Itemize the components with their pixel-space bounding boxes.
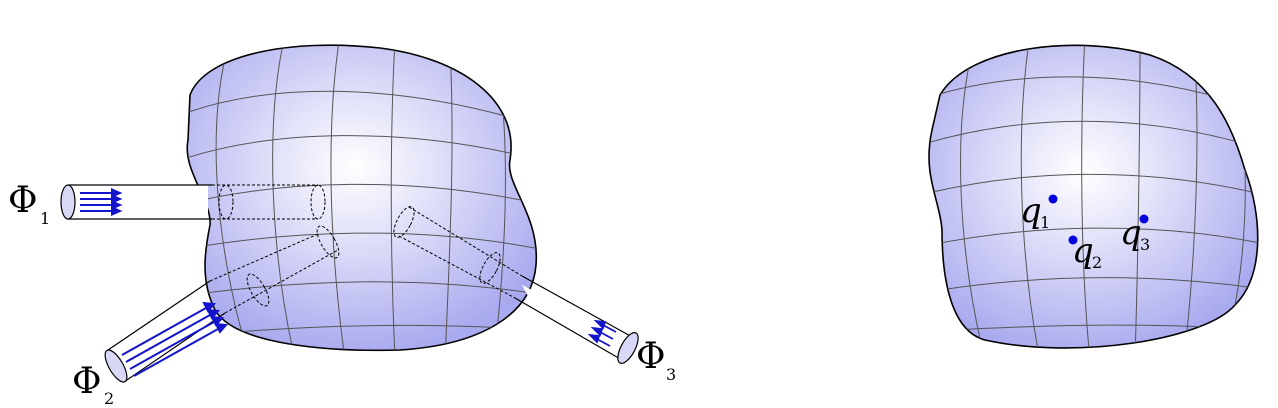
charge-dot-1 <box>1048 194 1058 204</box>
flux-label-1-subscript: 1 <box>40 209 50 228</box>
flux-label-2-symbol: Φ <box>72 361 102 402</box>
right-surface-group <box>928 44 1259 349</box>
charge-q2: q 2 <box>1068 231 1102 272</box>
surface-grid-right <box>928 45 1258 348</box>
charge-q3-symbol: q <box>1120 213 1142 253</box>
charge-q1: q 1 <box>1020 191 1058 232</box>
flux-label-2: Φ 2 <box>72 361 114 408</box>
flux-tube-3 <box>393 206 639 364</box>
flux-arrows-2 <box>121 301 229 377</box>
charge-q1-subscript: 1 <box>1040 213 1050 232</box>
charge-dot-2 <box>1068 235 1078 245</box>
flux-label-3-symbol: Φ <box>636 336 666 377</box>
flux-label-1: Φ 1 <box>8 180 50 228</box>
charge-q2-symbol: q <box>1072 231 1094 271</box>
charge-dot-3 <box>1139 214 1149 224</box>
charge-q3-subscript: 3 <box>1140 235 1150 254</box>
charge-q2-subscript: 2 <box>1092 253 1102 272</box>
flux-arrows-1 <box>80 187 123 217</box>
left-surface-group <box>186 44 538 352</box>
flux-label-3-subscript: 3 <box>666 365 676 384</box>
flux-tube-1 <box>60 184 326 220</box>
flux-label-2-subscript: 2 <box>104 389 114 408</box>
charge-q1-symbol: q <box>1020 191 1042 231</box>
flux-tube-2 <box>104 225 340 383</box>
closed-surface-right <box>928 44 1259 349</box>
charge-q3: q 3 <box>1120 213 1150 254</box>
flux-label-3: Φ 3 <box>636 336 676 384</box>
flux-arrows-3 <box>587 319 617 347</box>
flux-label-1-symbol: Φ <box>8 180 38 221</box>
